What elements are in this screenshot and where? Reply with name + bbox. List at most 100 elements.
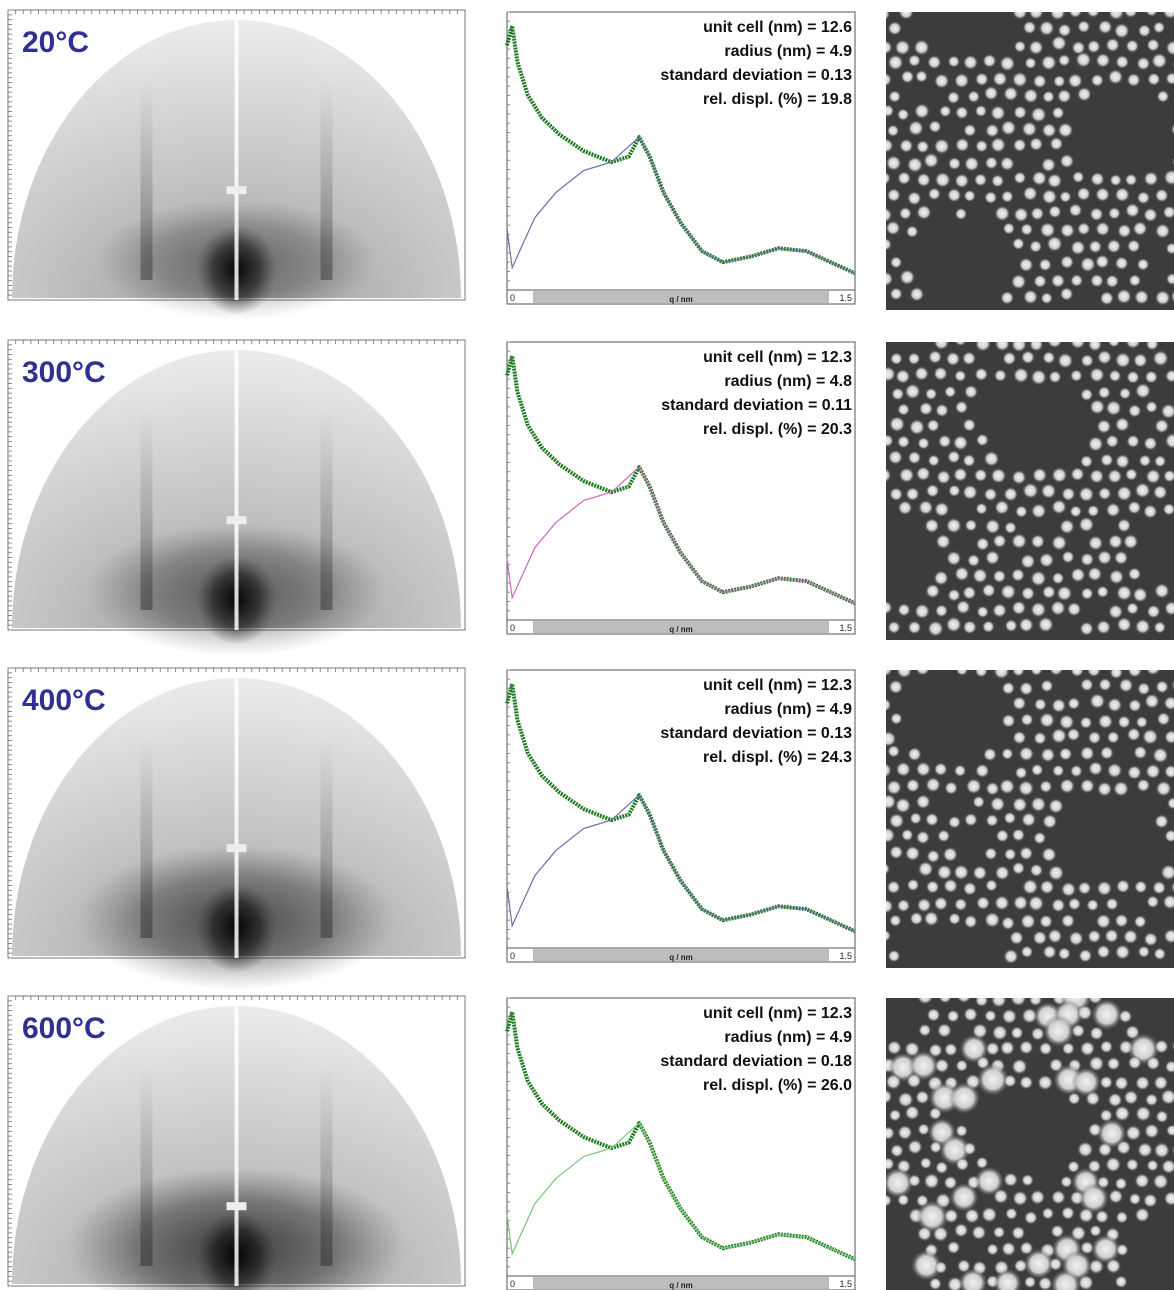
- nanoparticle: [1109, 569, 1124, 584]
- nanoparticle: [909, 287, 924, 302]
- nanoparticle: [885, 1074, 901, 1090]
- nanoparticle: [1031, 1027, 1045, 1041]
- nanoparticle: [1098, 1142, 1112, 1156]
- nanoparticle: [1152, 881, 1166, 895]
- nanoparticle: [975, 764, 989, 778]
- nanoparticle: [1029, 240, 1042, 253]
- nanoparticle: [910, 812, 922, 824]
- nanoparticle: [888, 90, 900, 102]
- fit-parameter: radius (nm) = 4.8: [724, 373, 852, 390]
- nanoparticle: [918, 500, 933, 515]
- axis-label: q / nm: [669, 953, 693, 962]
- nanoparticle: [1019, 258, 1033, 272]
- nanoparticle: [1097, 945, 1111, 959]
- nanoparticle: [1058, 947, 1071, 960]
- nanoparticle: [947, 1241, 960, 1254]
- nanoparticle: [1068, 697, 1081, 710]
- axis-start: 0: [510, 1279, 515, 1289]
- nanoparticle: [1042, 585, 1056, 599]
- nanoparticle: [1098, 386, 1111, 399]
- nanoparticle: [1019, 746, 1034, 761]
- nanoparticle: [1097, 350, 1112, 365]
- nanoparticle: [1136, 716, 1148, 728]
- nanoparticle: [926, 880, 939, 893]
- nanoparticle: [948, 157, 961, 170]
- nanoparticle: [1119, 678, 1134, 693]
- nanoparticle: [1107, 469, 1122, 484]
- nanoparticle: [1043, 1015, 1075, 1047]
- nanoparticle: [896, 369, 911, 384]
- nanoparticle: [943, 847, 958, 862]
- nanoparticle: [1013, 106, 1027, 120]
- nanoparticle: [1000, 56, 1016, 72]
- fit-parameter: rel. displ. (%) = 24.3: [703, 749, 852, 766]
- nanoparticle: [897, 899, 910, 912]
- beam-stop-head: [227, 844, 247, 852]
- nanoparticle: [1011, 1226, 1025, 1240]
- nanoparticle: [1090, 399, 1105, 414]
- fit-parameter: unit cell (nm) = 12.3: [703, 1005, 852, 1022]
- nanoparticle: [1155, 223, 1170, 238]
- nanoparticle: [973, 866, 988, 881]
- nanoparticle: [1116, 289, 1131, 304]
- axis-label: q / nm: [669, 625, 693, 634]
- nanoparticle: [890, 713, 902, 725]
- nanoparticle: [1137, 779, 1150, 792]
- nanoparticle: [917, 173, 931, 187]
- nanoparticle: [975, 994, 988, 1007]
- nanoparticle: [1021, 350, 1035, 364]
- nanoparticle: [1105, 1157, 1121, 1173]
- nanoparticle: [1153, 350, 1169, 366]
- nanoparticle: [1061, 1206, 1075, 1220]
- nanoparticle: [1119, 387, 1131, 399]
- nanoparticle: [975, 368, 988, 381]
- temperature-label: 600°C: [22, 1012, 106, 1045]
- nanoparticle: [946, 551, 961, 566]
- nanoparticle: [964, 813, 978, 827]
- nanoparticle: [1096, 914, 1111, 929]
- nanoparticle: [878, 272, 893, 287]
- nanoparticle: [1154, 583, 1169, 598]
- nanoparticle: [1154, 1040, 1168, 1054]
- nanoparticle: [1032, 171, 1047, 186]
- nanoparticle: [898, 603, 911, 616]
- nanoparticle: [1021, 946, 1033, 958]
- nanoparticle: [1154, 1142, 1170, 1158]
- nanoparticle: [1078, 1275, 1094, 1290]
- nanoparticle: [926, 777, 941, 792]
- nanoparticle: [1031, 602, 1047, 618]
- nanoparticle: [964, 156, 979, 171]
- nanoparticle: [1100, 291, 1114, 305]
- nanoparticle: [1012, 797, 1027, 812]
- nanoparticle: [995, 206, 1010, 221]
- nanoparticle: [1090, 1026, 1104, 1040]
- nanoparticle: [1114, 551, 1128, 565]
- nanoparticle: [1011, 274, 1026, 289]
- nanoparticle: [1012, 470, 1026, 484]
- nanoparticle: [908, 621, 921, 634]
- nanoparticle: [927, 419, 940, 432]
- nanoparticle: [973, 796, 985, 808]
- nanoparticle: [1020, 554, 1035, 569]
- nanoparticle: [1087, 663, 1101, 677]
- nanoparticle: [946, 518, 962, 534]
- nanoparticle: [1003, 86, 1018, 101]
- nanoparticle: [1154, 948, 1166, 960]
- nanoparticle: [1128, 699, 1141, 712]
- nanoparticle: [1037, 1075, 1053, 1091]
- nanoparticle: [878, 73, 892, 87]
- nanoparticle: [1001, 190, 1014, 203]
- nanoparticle: [1015, 766, 1028, 779]
- temperature-label: 400°C: [22, 684, 106, 717]
- nanoparticle: [956, 600, 970, 614]
- nanoparticle: [905, 846, 920, 861]
- nanoparticle: [1115, 914, 1129, 928]
- nanoparticle: [944, 1043, 958, 1057]
- nanoparticle: [1110, 174, 1122, 186]
- nanoparticle: [1078, 881, 1091, 894]
- nanoparticle: [1104, 929, 1118, 943]
- nanoparticle: [956, 988, 971, 1003]
- nanoparticle: [984, 847, 997, 860]
- nanoparticle: [968, 90, 980, 102]
